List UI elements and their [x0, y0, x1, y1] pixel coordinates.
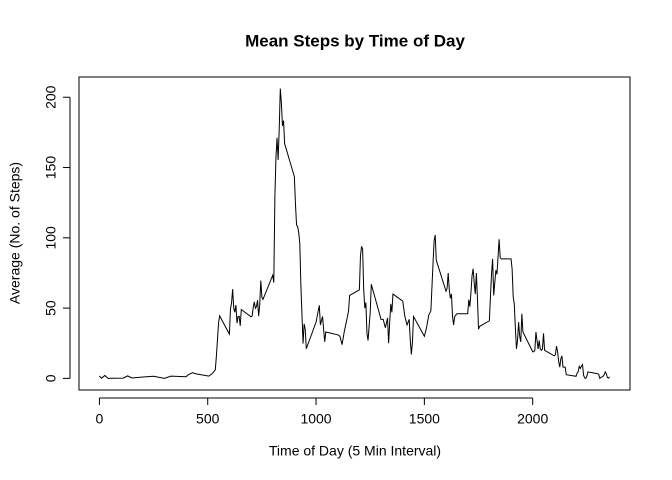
chart-title: Mean Steps by Time of Day — [245, 31, 465, 50]
y-tick-label: 100 — [43, 226, 59, 250]
x-tick-label: 500 — [196, 411, 220, 427]
x-tick-label: 1500 — [409, 411, 440, 427]
plot-box — [78, 76, 631, 391]
x-tick-label: 1000 — [300, 411, 331, 427]
y-tick-label: 0 — [43, 374, 59, 382]
y-axis-label: Average (No. of Steps) — [7, 162, 23, 304]
x-axis-label: Time of Day (5 Min Interval) — [269, 443, 441, 459]
y-tick-label: 200 — [43, 85, 59, 109]
y-tick-label: 150 — [43, 156, 59, 180]
y-tick-label: 50 — [43, 300, 59, 316]
data-line — [99, 88, 610, 380]
x-tick-label: 0 — [96, 411, 104, 427]
x-tick-label: 2000 — [517, 411, 548, 427]
